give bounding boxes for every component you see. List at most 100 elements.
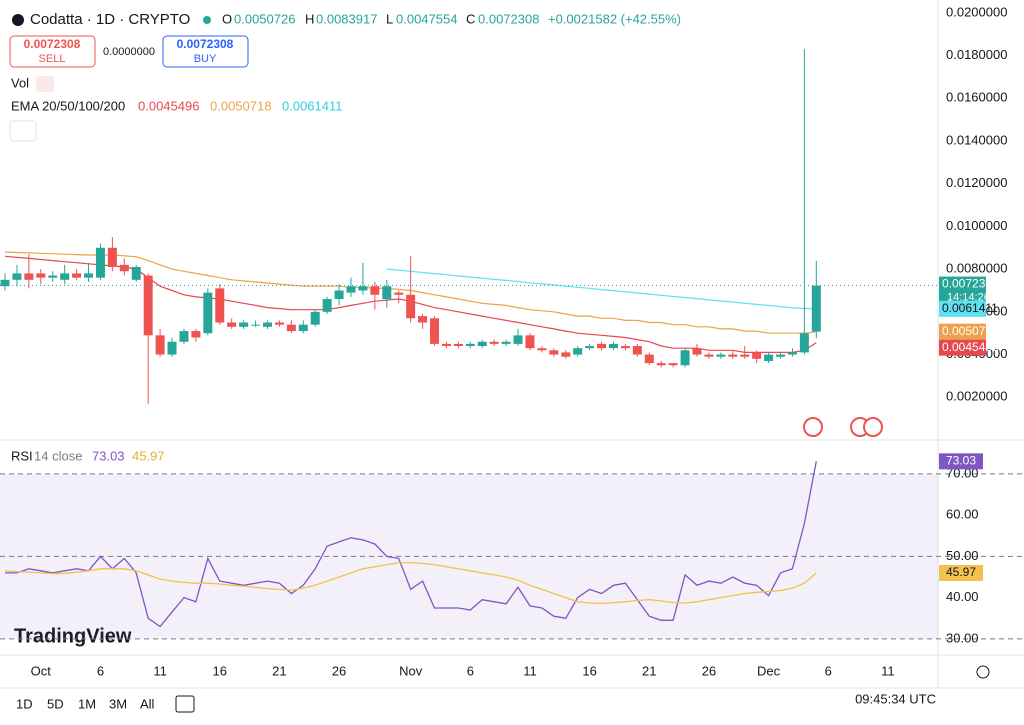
candle-body xyxy=(465,343,475,347)
candle-body xyxy=(430,318,440,344)
x-tick-label: 26 xyxy=(332,663,346,678)
x-tick-label: 11 xyxy=(523,663,537,678)
candle-body xyxy=(561,352,571,357)
candle-body xyxy=(143,275,153,336)
ema-tag-text: 0.0061411 xyxy=(942,301,998,315)
rsi-ma-value: 45.97 xyxy=(132,448,165,463)
range-button[interactable]: 5D xyxy=(47,696,64,711)
buy-label: BUY xyxy=(194,53,217,65)
ema-tag xyxy=(939,339,986,356)
y-tick-label: 0.0160000 xyxy=(946,90,1007,105)
last-price-tag xyxy=(939,276,986,305)
o-label: O xyxy=(222,11,232,26)
candle-body xyxy=(597,343,607,349)
ema-tag-text: 0.0050718 xyxy=(942,324,999,338)
vol-error[interactable] xyxy=(36,76,54,92)
candle-body xyxy=(84,273,94,278)
change: +0.0021582 (+42.55%) xyxy=(548,11,681,26)
rsi-tick-label: 60.00 xyxy=(946,507,979,522)
h-label: H xyxy=(305,11,314,26)
y-tick-label: 0.0200000 xyxy=(946,4,1007,19)
candle-body xyxy=(274,322,284,325)
collapse-button[interactable] xyxy=(9,120,37,142)
candle-body xyxy=(441,343,451,347)
countdown: 14:14:26 xyxy=(947,291,990,303)
candle-body xyxy=(131,266,141,280)
x-tick-label: 16 xyxy=(213,663,227,678)
sell-label: SELL xyxy=(39,53,66,65)
candle-body xyxy=(107,247,117,267)
candle-body xyxy=(0,279,10,287)
candle-body xyxy=(728,354,738,357)
candle-body xyxy=(537,348,547,351)
candle-body xyxy=(716,354,726,357)
candle-body xyxy=(36,273,46,278)
range-button[interactable]: 1M xyxy=(78,696,96,711)
candle-body xyxy=(358,286,368,291)
range-button[interactable]: All xyxy=(140,696,155,711)
x-tick-label: 6 xyxy=(97,663,104,678)
event-flag[interactable] xyxy=(863,417,883,437)
sell-price: 0.0072308 xyxy=(24,37,81,51)
candle-body xyxy=(513,335,523,344)
event-flags[interactable] xyxy=(803,417,883,437)
ema-tag-text: 0.0045496 xyxy=(942,340,999,354)
buy-button[interactable] xyxy=(162,35,249,68)
symbol[interactable]: Codatta · 1D · CRYPTO xyxy=(30,11,190,28)
x-tick-label: 21 xyxy=(272,663,286,678)
candle-body xyxy=(585,346,595,349)
sell-button[interactable] xyxy=(9,35,96,68)
candle-body xyxy=(549,350,559,355)
ema-line xyxy=(386,268,817,310)
candle-body xyxy=(179,331,189,342)
watermark: TradingView xyxy=(14,625,132,647)
y-tick-label: 0.0100000 xyxy=(946,218,1007,233)
y-tick-label: 0.0180000 xyxy=(946,47,1007,62)
range-button[interactable]: 3M xyxy=(109,696,127,711)
candle-body xyxy=(776,354,786,357)
candle-body xyxy=(286,324,296,332)
ema-50-value: 0.0050718 xyxy=(210,98,271,113)
x-tick-label: 21 xyxy=(642,663,656,678)
rsi-tag xyxy=(939,453,983,470)
candle-body xyxy=(298,324,308,332)
candle-body xyxy=(262,322,272,327)
candle-body xyxy=(12,273,22,280)
candle-body xyxy=(215,288,225,323)
candle-body xyxy=(668,363,678,366)
range-button[interactable]: 1D xyxy=(16,696,33,711)
candle-body xyxy=(680,350,690,366)
event-flag[interactable] xyxy=(803,417,823,437)
x-tick-label: 16 xyxy=(582,663,596,678)
candle-body xyxy=(48,275,58,278)
last-price-text: 0.0072308 xyxy=(942,277,999,291)
rsi-label: RSI xyxy=(11,448,33,463)
candle-body xyxy=(692,348,702,355)
y-tick-label: 0.0140000 xyxy=(946,132,1007,147)
candle-body xyxy=(799,333,809,353)
x-tick-label: Nov xyxy=(399,663,423,678)
candle-body xyxy=(811,285,821,332)
settings-icon[interactable] xyxy=(976,665,990,679)
candle-body xyxy=(72,273,82,278)
candle-body xyxy=(203,292,213,334)
candle-body xyxy=(632,346,642,355)
candle-body xyxy=(191,331,201,338)
candle-body xyxy=(322,299,332,312)
buy-price: 0.0072308 xyxy=(177,37,234,51)
candle-body xyxy=(155,335,165,355)
candle-body xyxy=(787,352,797,355)
candle-body xyxy=(334,290,344,300)
candle-body xyxy=(489,341,499,344)
ema-20-value: 0.0045496 xyxy=(138,98,199,113)
calendar-icon[interactable] xyxy=(175,695,195,713)
vol-label: Vol xyxy=(11,75,29,90)
candle-body xyxy=(370,286,380,295)
y-tick-label: 0.0020000 xyxy=(946,389,1007,404)
rsi-params: 14 close xyxy=(34,448,82,463)
candle-body xyxy=(656,363,666,366)
rsi-tag xyxy=(939,565,983,582)
candle-body xyxy=(406,294,416,319)
x-tick-label: 11 xyxy=(153,663,167,678)
